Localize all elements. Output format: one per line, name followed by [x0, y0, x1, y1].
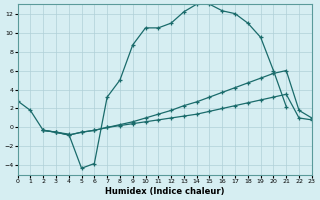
X-axis label: Humidex (Indice chaleur): Humidex (Indice chaleur) — [105, 187, 224, 196]
